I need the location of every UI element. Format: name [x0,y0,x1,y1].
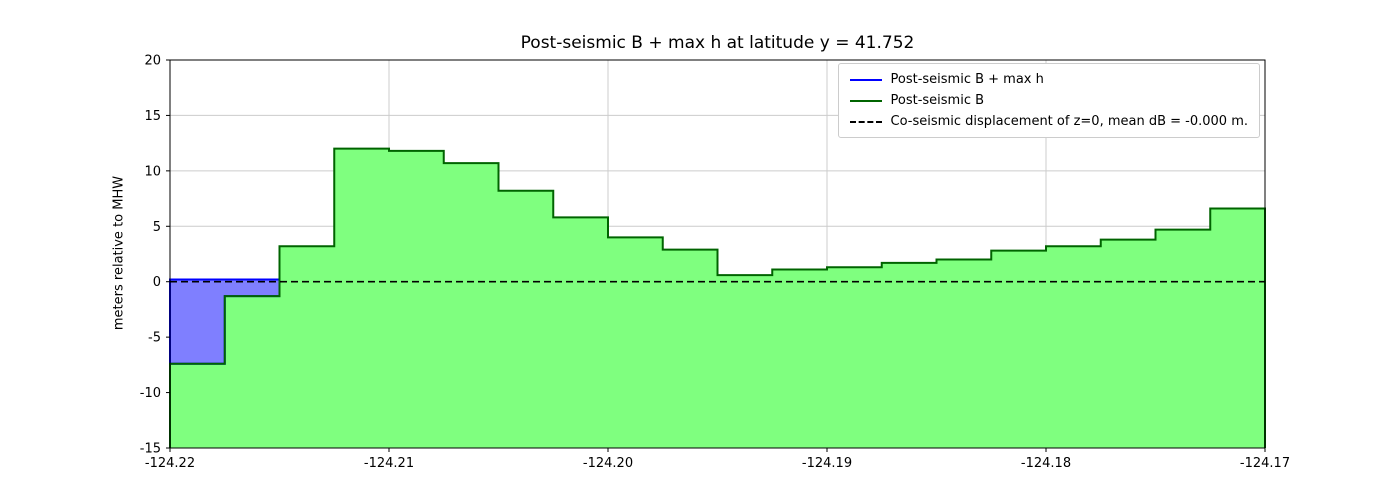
svg-text:-124.17: -124.17 [1240,456,1290,471]
svg-text:5: 5 [153,220,161,235]
legend-entry: Co-seismic displacement of z=0, mean dB … [849,114,1249,129]
svg-text:-124.21: -124.21 [364,456,414,471]
legend-entry-label: Co-seismic displacement of z=0, mean dB … [890,114,1249,129]
legend-line-sample [849,120,882,123]
svg-text:0: 0 [153,275,161,290]
legend-line-sample [849,78,882,81]
svg-text:-10: -10 [140,386,161,401]
svg-text:20: 20 [144,54,161,69]
legend-entry-label: Post-seismic B [890,93,985,108]
chart-title: Post-seismic B + max h at latitude y = 4… [520,33,915,53]
svg-text:15: 15 [144,109,161,124]
y-axis-label: meters relative to MHW [111,175,127,331]
svg-text:-124.19: -124.19 [802,456,852,471]
svg-text:-5: -5 [148,331,161,346]
svg-text:-124.18: -124.18 [1021,456,1071,471]
svg-text:-15: -15 [140,442,161,457]
legend-entry: Post-seismic B [849,93,1249,108]
legend-entry: Post-seismic B + max h [849,72,1249,87]
legend-entry-label: Post-seismic B + max h [890,72,1044,87]
svg-text:-124.22: -124.22 [145,456,195,471]
svg-text:10: 10 [144,164,161,179]
legend-line-sample [849,99,882,102]
legend: Post-seismic B + max h Post-seismic B Co… [837,63,1260,138]
svg-text:-124.20: -124.20 [583,456,633,471]
